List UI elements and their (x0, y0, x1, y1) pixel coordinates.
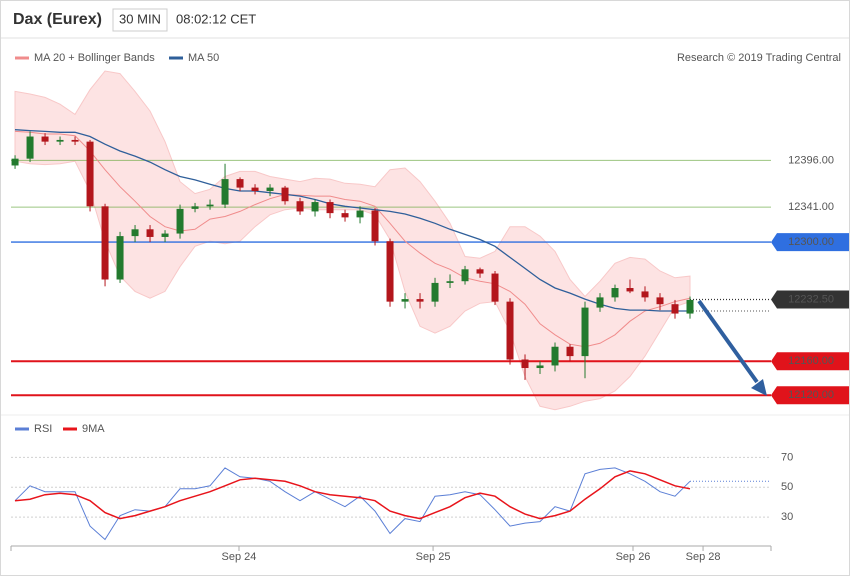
x-tick-label: Sep 25 (416, 551, 451, 563)
level-label: 12232.50 (788, 293, 834, 305)
candle-body (146, 229, 154, 237)
candle-body (686, 299, 694, 314)
level-label-box (771, 290, 849, 309)
candle-body (581, 307, 589, 357)
candle-body (656, 297, 664, 305)
candle-body (371, 210, 379, 242)
legend-label: RSI (34, 423, 52, 435)
candle-body (26, 136, 34, 159)
level-label: 12120.00 (788, 389, 834, 401)
candle-body (266, 187, 274, 191)
level-label: 12341.00 (788, 201, 834, 213)
interval-box[interactable] (112, 8, 168, 32)
level-label-box (771, 233, 849, 252)
indicator-line (14, 467, 691, 541)
candle-body (101, 206, 109, 280)
instrument-title: Dax (Eurex) (13, 11, 102, 28)
candles-layer (11, 131, 694, 380)
arrow-head (751, 379, 767, 396)
candle-body (236, 179, 244, 188)
legend-label: MA 50 (188, 52, 219, 64)
candle-body (86, 141, 94, 207)
forecast-arrow (697, 299, 767, 396)
interval[interactable]: 30 MIN (119, 11, 161, 26)
candle-body (491, 273, 499, 302)
candle-body (626, 288, 634, 292)
candle-body (641, 291, 649, 298)
y-tick-label: 70 (781, 451, 793, 463)
ma-line (14, 130, 691, 348)
candle-body (596, 297, 604, 308)
rsi-layer: RSI 9MA 30 50 70 Sep 24 Sep 25 Sep 26 Sep 28 (1, 414, 849, 563)
x-tick-label: Sep 26 (616, 551, 651, 563)
candle-body (671, 304, 679, 314)
credit: Research © 2019 Trading Central (677, 52, 841, 64)
candle-body (176, 208, 184, 234)
level-label-box (771, 352, 849, 371)
candle-body (341, 213, 349, 218)
y-tick-label: 50 (781, 481, 793, 493)
candle-body (431, 282, 439, 302)
legend-label: MA 20 + Bollinger Bands (34, 52, 155, 64)
lines-layer (14, 129, 771, 348)
candle-body (566, 346, 574, 357)
candle-body (476, 269, 484, 274)
candle-body (221, 179, 229, 205)
candle-body (386, 241, 394, 302)
candle-body (401, 299, 409, 302)
x-tick-label: Sep 24 (222, 551, 257, 563)
candle-body (326, 202, 334, 214)
candle-body (11, 158, 19, 166)
candle-body (251, 187, 259, 191)
candle-body (536, 365, 544, 369)
candle-body (551, 346, 559, 366)
candle-body (356, 210, 364, 218)
candle-body (461, 269, 469, 282)
candle-body (41, 136, 49, 142)
candle-body (161, 233, 169, 237)
x-tick-label: Sep 28 (686, 551, 721, 563)
candle-body (611, 288, 619, 298)
bands-layer (14, 70, 691, 411)
level-label: 12396.00 (788, 154, 834, 166)
candle-body (296, 201, 304, 212)
level-label: 12300.00 (788, 236, 834, 248)
ma-line (14, 129, 690, 312)
candle-body (506, 301, 514, 360)
candle-body (416, 299, 424, 302)
time: 08:02:12 CET (176, 11, 256, 26)
legend-label: 9MA (82, 423, 105, 435)
candle-body (56, 139, 64, 142)
candle-body (206, 204, 214, 207)
candle-body (191, 206, 199, 209)
candle-body (281, 187, 289, 202)
indicator-line (14, 470, 691, 520)
candle-body (521, 359, 529, 369)
y-tick-label: 30 (781, 511, 793, 523)
candle-body (311, 202, 319, 212)
level-label: 12160.00 (788, 355, 834, 367)
level-label-box (771, 386, 849, 405)
arrow-shaft (697, 299, 759, 384)
candle-body (131, 229, 139, 237)
labels-layer: 12396.00 12341.00 12300.00 12232.50 12160.00… (771, 154, 849, 405)
bollinger-band (14, 70, 691, 411)
candle-body (71, 139, 79, 142)
candle-body (116, 236, 124, 280)
candle-body (446, 281, 454, 283)
